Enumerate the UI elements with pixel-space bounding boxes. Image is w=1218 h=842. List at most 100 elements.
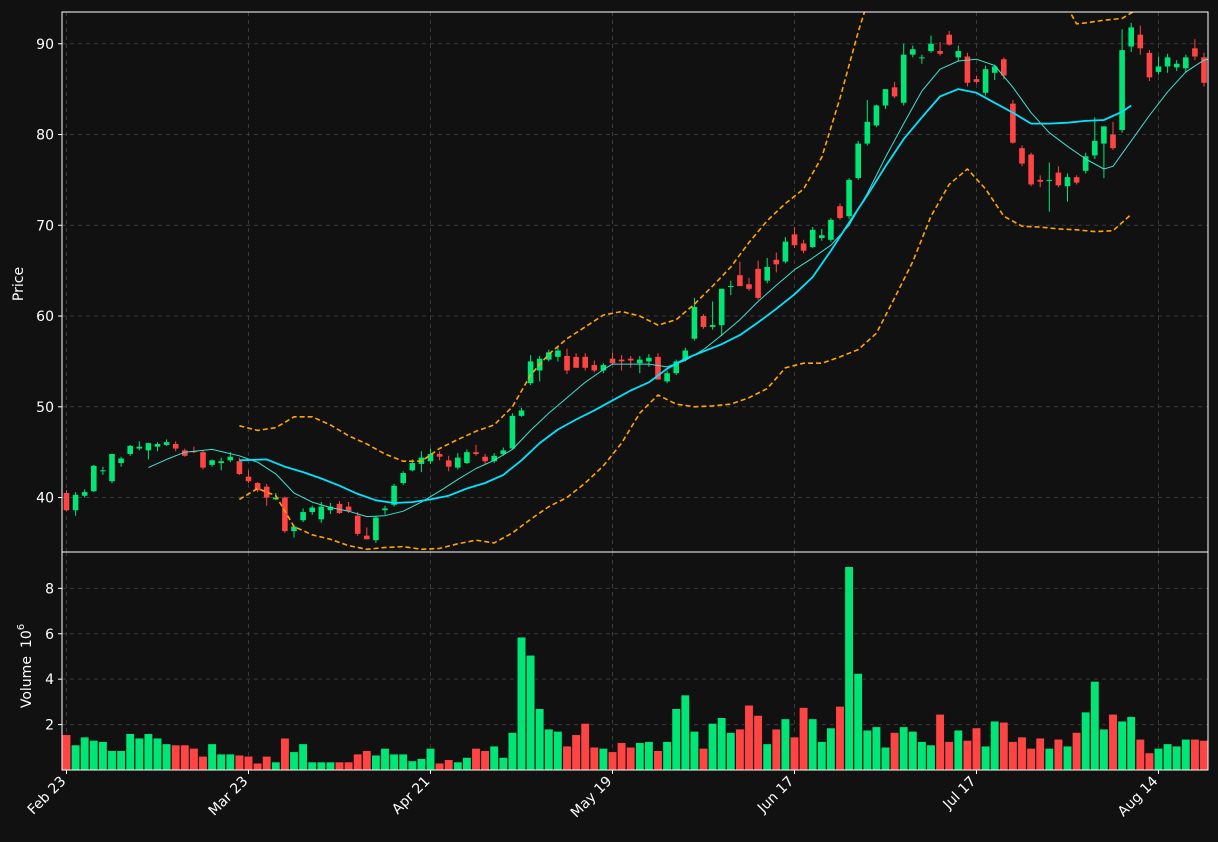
volume-bar-up bbox=[862, 730, 872, 770]
volume-bar-up bbox=[881, 747, 890, 770]
volume-bar-up bbox=[981, 745, 991, 770]
candle-up bbox=[828, 219, 834, 240]
candle-down bbox=[282, 497, 288, 532]
candle-up bbox=[327, 506, 334, 511]
volume-bar-down bbox=[962, 740, 972, 770]
candle-up bbox=[864, 121, 871, 144]
volume-tick-label: 2 bbox=[45, 718, 54, 734]
volume-bar-up bbox=[71, 744, 81, 770]
candle-down bbox=[236, 461, 243, 474]
candle-down bbox=[627, 358, 634, 361]
volume-bar-down bbox=[471, 748, 481, 770]
volume-bar-down bbox=[799, 707, 809, 770]
candle-up bbox=[300, 512, 306, 521]
candle-up bbox=[691, 306, 698, 339]
candle-up bbox=[427, 453, 434, 462]
candle-up bbox=[546, 352, 552, 360]
candle-up bbox=[1119, 50, 1125, 130]
candle-up bbox=[1183, 57, 1189, 69]
volume-bar-up bbox=[717, 717, 727, 770]
volume-bar-up bbox=[598, 748, 608, 770]
volume-bar-down bbox=[1108, 714, 1118, 770]
candle-down bbox=[364, 535, 370, 540]
candle-down bbox=[63, 493, 70, 511]
volume-bar-up bbox=[389, 753, 399, 770]
candle-down bbox=[1201, 57, 1207, 83]
volume-bar-up bbox=[98, 741, 108, 770]
candle-up bbox=[373, 517, 379, 541]
volume-bar-up bbox=[808, 718, 818, 770]
volume-bar-up bbox=[535, 708, 545, 770]
price-tick-label: 40 bbox=[36, 491, 54, 507]
candle-up bbox=[873, 105, 880, 126]
candle-up bbox=[409, 463, 416, 471]
volume-bar-down bbox=[480, 750, 490, 770]
candle-down bbox=[263, 486, 270, 498]
volume-bar-up bbox=[116, 750, 126, 770]
volume-bar-down bbox=[653, 750, 663, 770]
volume-bar-up bbox=[644, 741, 654, 770]
volume-bar-up bbox=[462, 757, 472, 770]
candle-up bbox=[72, 494, 79, 511]
volume-bar-down bbox=[790, 736, 799, 770]
candle-up bbox=[764, 267, 770, 281]
candle-up bbox=[309, 507, 315, 513]
volume-bar-down bbox=[1135, 739, 1145, 770]
candle-up bbox=[400, 473, 406, 484]
volume-bar-up bbox=[107, 750, 117, 770]
lower-band-line bbox=[238, 168, 1132, 551]
candle-down bbox=[773, 259, 780, 265]
volume-bar-up bbox=[143, 733, 153, 770]
volume-bar-up bbox=[826, 727, 836, 770]
volume-bar-up bbox=[1163, 743, 1173, 770]
candle-down bbox=[746, 284, 752, 289]
candle-down bbox=[618, 359, 625, 362]
candle-up bbox=[145, 443, 152, 451]
volume-bar-down bbox=[253, 762, 263, 770]
volume-bar-up bbox=[1081, 711, 1091, 770]
candle-up bbox=[728, 286, 734, 288]
volume-bar-up bbox=[507, 732, 517, 770]
volume-bar-up bbox=[762, 743, 772, 770]
candle-up bbox=[855, 143, 861, 179]
volume-bar-up bbox=[1117, 720, 1127, 770]
volume-bar-down bbox=[62, 734, 71, 770]
volume-bar-up bbox=[1090, 681, 1100, 770]
candle-down bbox=[946, 34, 952, 45]
price-tick-label: 80 bbox=[36, 128, 54, 144]
volume-bar-down bbox=[699, 748, 708, 770]
volume-bar-up bbox=[153, 737, 162, 770]
volume-bar-down bbox=[335, 761, 344, 770]
volume-bar-down bbox=[1144, 752, 1154, 770]
volume-frame bbox=[61, 551, 1209, 771]
candle-up bbox=[209, 460, 215, 465]
candle-down bbox=[445, 460, 452, 467]
volume-bar-up bbox=[671, 708, 681, 770]
candle-up bbox=[518, 410, 525, 416]
volume-axis-label: Volume 106 bbox=[16, 624, 35, 708]
candle-down bbox=[1001, 59, 1007, 76]
candle-down bbox=[973, 79, 980, 82]
candle-down bbox=[1146, 52, 1153, 78]
candle-up bbox=[1101, 126, 1107, 144]
volume-bar-up bbox=[498, 757, 508, 770]
candle-down bbox=[791, 234, 798, 246]
volume-bar-up bbox=[680, 694, 690, 770]
price-panel: 40 50 60 70 80 90 bbox=[36, 11, 1209, 553]
volume-bar-up bbox=[544, 728, 554, 770]
volume-bar-down bbox=[1072, 732, 1082, 770]
candle-down bbox=[937, 51, 943, 54]
volume-bar-up bbox=[426, 748, 435, 770]
volume-bar-up bbox=[407, 760, 417, 770]
candle-up bbox=[273, 497, 279, 500]
volume-bar-down bbox=[617, 742, 627, 770]
volume-bar-up bbox=[416, 758, 426, 770]
volume-bar-down bbox=[234, 754, 244, 770]
volume-bar-up bbox=[953, 730, 963, 770]
volume-bar-up bbox=[926, 744, 936, 770]
candle-up bbox=[227, 456, 234, 461]
volume-bar-down bbox=[744, 705, 754, 770]
candle-up bbox=[1082, 156, 1089, 171]
volume-bar-down bbox=[171, 744, 181, 770]
volume-bar-up bbox=[899, 726, 909, 770]
